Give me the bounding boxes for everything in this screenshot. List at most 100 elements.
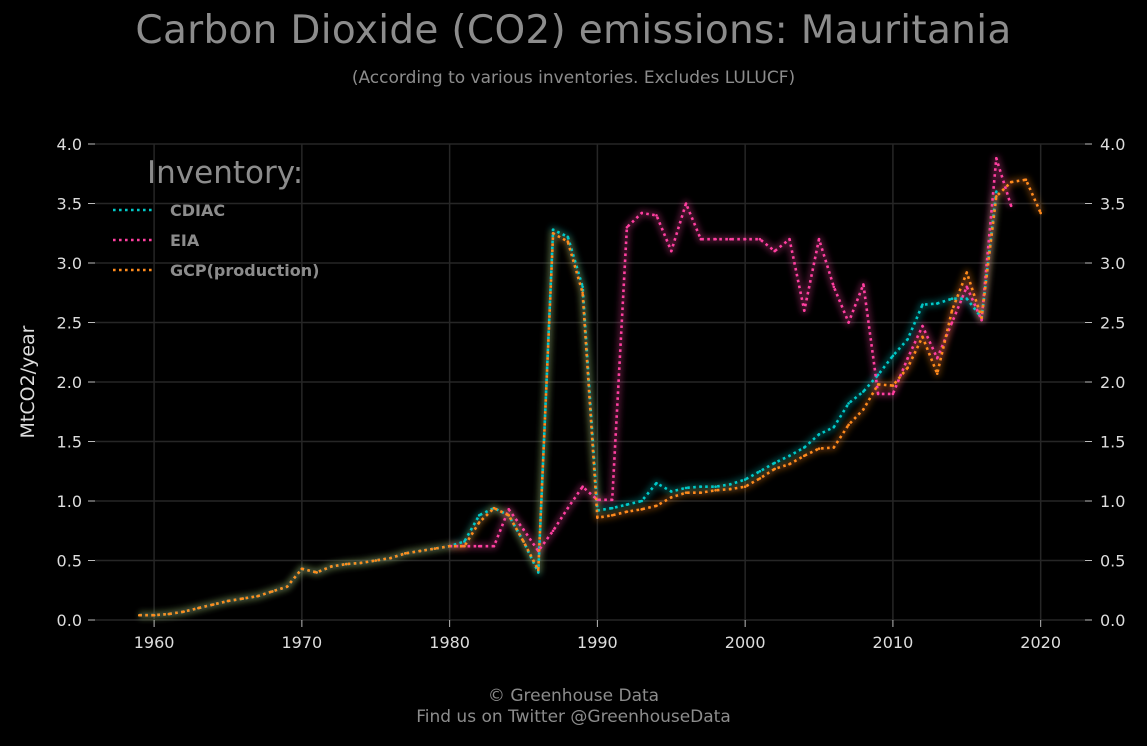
data-point-eia (1009, 204, 1013, 208)
data-point-gcp-production (610, 513, 614, 517)
data-point-cdiac (669, 490, 673, 493)
y-tick-label-right: 1.5 (1100, 433, 1125, 452)
data-point-cdiac (965, 297, 969, 301)
data-point-gcp-production (551, 231, 555, 235)
y-tick-label-left: 2.0 (57, 373, 82, 392)
y-tick-label-left: 2.5 (57, 314, 82, 333)
data-point-gcp-production (374, 559, 378, 562)
y-tick-label-left: 0.5 (57, 552, 82, 571)
data-point-cdiac (950, 297, 954, 301)
data-point-cdiac (802, 446, 806, 449)
data-point-cdiac (832, 425, 836, 429)
data-point-gcp-production (581, 291, 584, 295)
data-point-gcp-production (802, 454, 806, 458)
data-point-eia (788, 237, 791, 241)
x-tick-label: 1980 (429, 633, 470, 652)
data-point-gcp-production (138, 613, 141, 617)
data-point-cdiac (655, 481, 658, 485)
data-point-gcp-production (182, 610, 185, 613)
data-point-eia (655, 214, 658, 217)
data-point-cdiac (625, 503, 629, 506)
data-point-cdiac (891, 354, 895, 358)
data-point-cdiac (699, 485, 703, 489)
data-point-gcp-production (1009, 180, 1013, 184)
data-point-cdiac (921, 303, 924, 306)
data-point-gcp-production (403, 552, 407, 555)
data-point-gcp-production (522, 540, 525, 543)
legend-label: EIA (170, 231, 200, 250)
data-point-gcp-production (625, 510, 629, 514)
data-point-eia (640, 211, 644, 215)
data-point-gcp-production (330, 565, 333, 568)
x-tick-label: 1990 (577, 633, 618, 652)
data-point-gcp-production (995, 195, 998, 198)
data-point-cdiac (684, 486, 688, 490)
legend-label: GCP(production) (170, 261, 319, 280)
data-point-eia (832, 285, 836, 289)
data-point-gcp-production (684, 491, 688, 494)
data-point-cdiac (640, 499, 644, 503)
data-point-gcp-production (507, 513, 511, 517)
series-line-gcp-production (139, 178, 1042, 617)
data-point-gcp-production (935, 372, 939, 375)
data-point-cdiac (610, 506, 614, 510)
y-tick-label-right: 4.0 (1100, 135, 1125, 154)
data-point-gcp-production (389, 556, 392, 560)
data-point-eia (817, 237, 821, 241)
data-point-cdiac (581, 285, 584, 289)
data-point-eia (802, 309, 806, 312)
data-point-gcp-production (950, 309, 954, 312)
data-point-gcp-production (891, 384, 895, 387)
axes: 0.0 0.0 0.5 0.5 1.0 1.0 1.5 1.5 2.0 2.0 2.5 2.5 3.0 3… (17, 135, 1125, 652)
chart-subtitle: (According to various inventories. Exclu… (351, 68, 796, 88)
x-tick-label: 2020 (1020, 633, 1061, 652)
footer-twitter: Find us on Twitter @GreenhouseData (416, 707, 731, 727)
data-point-cdiac (935, 302, 939, 305)
data-point-cdiac (566, 235, 570, 239)
y-axis-label: MtCO2/year (17, 325, 39, 438)
data-point-gcp-production (492, 506, 496, 510)
data-point-gcp-production (152, 613, 156, 617)
data-point-cdiac (758, 469, 762, 473)
data-point-cdiac (788, 454, 791, 458)
x-tick-label: 2010 (873, 633, 914, 652)
data-point-gcp-production (167, 612, 171, 616)
data-point-cdiac (743, 478, 747, 481)
data-point-gcp-production (566, 240, 570, 243)
data-point-gcp-production (876, 383, 880, 386)
data-point-gcp-production (241, 597, 245, 600)
data-point-gcp-production (359, 561, 363, 565)
data-point-gcp-production (980, 316, 983, 320)
data-point-eia (876, 392, 880, 396)
x-tick-label: 1960 (134, 633, 175, 652)
data-point-gcp-production (847, 423, 850, 427)
data-point-gcp-production (788, 462, 791, 466)
data-point-eia (773, 249, 777, 253)
data-point-gcp-production (699, 491, 703, 494)
footer: © Greenhouse Data Find us on Twitter @Gr… (0, 686, 1147, 728)
legend-label: CDIAC (170, 201, 225, 220)
data-point-eia (566, 506, 570, 510)
legend: Inventory: CDIAC EIA GCP(production) (113, 155, 319, 280)
data-point-gcp-production (536, 568, 540, 572)
series (138, 154, 1044, 619)
footer-copyright: © Greenhouse Data (487, 686, 660, 706)
data-point-gcp-production (285, 585, 289, 588)
data-point-gcp-production (773, 467, 777, 471)
data-point-cdiac (906, 337, 909, 341)
data-point-eia (935, 356, 939, 360)
data-point-gcp-production (921, 335, 924, 339)
data-point-cdiac (551, 228, 555, 231)
data-point-gcp-production (906, 366, 909, 370)
y-tick-label-right: 0.5 (1100, 552, 1125, 571)
data-point-gcp-production (965, 271, 969, 274)
data-point-gcp-production (832, 446, 836, 449)
data-point-gcp-production (669, 496, 673, 499)
data-point-eia (507, 508, 511, 511)
data-point-cdiac (773, 461, 777, 465)
data-point-gcp-production (197, 606, 200, 610)
legend-title: Inventory: (147, 155, 303, 191)
data-point-gcp-production (477, 521, 481, 524)
y-tick-label-right: 2.5 (1100, 314, 1125, 333)
